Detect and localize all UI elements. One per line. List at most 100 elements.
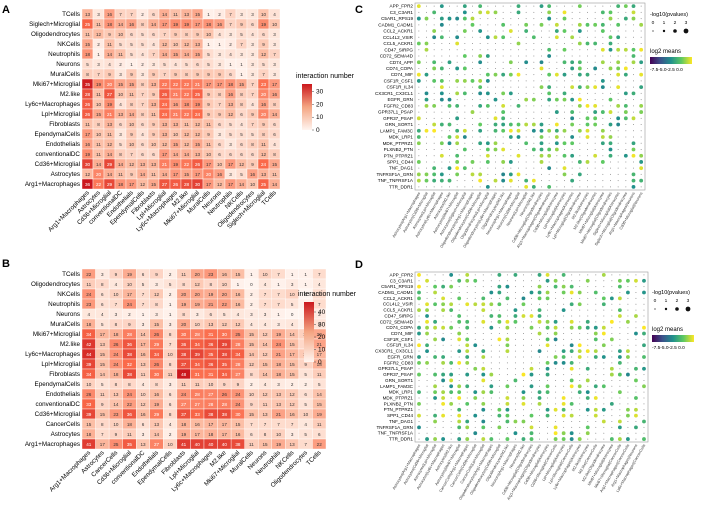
dotplot-c-dot bbox=[485, 54, 490, 58]
heatmap-b-cell-value: 20 bbox=[181, 322, 187, 327]
dotplot-c-dot bbox=[625, 61, 627, 63]
dotplot-c-dot bbox=[439, 91, 444, 96]
dotplot-c-dot bbox=[594, 30, 596, 32]
heatmap-b-cell-value: 12 bbox=[222, 322, 228, 327]
dotplot-c-dot bbox=[556, 92, 558, 94]
dotplot-c-dot bbox=[640, 43, 642, 45]
dotplot-d-dot bbox=[627, 315, 629, 317]
dotplot-d-size-legend-tick: 3 bbox=[687, 298, 690, 304]
dotplot-c-dot bbox=[416, 41, 421, 46]
dotplot-c-dot bbox=[541, 55, 542, 57]
dotplot-d-dot bbox=[514, 368, 516, 370]
dotplot-d-dot bbox=[426, 368, 428, 370]
dotplot-c-dot bbox=[633, 74, 634, 76]
heatmap-b-cell-value: 15 bbox=[249, 332, 255, 337]
dotplot-c-dot bbox=[464, 61, 466, 63]
dotplot-d-dot bbox=[595, 426, 597, 428]
heatmap-b-legend-tick-label: 10 bbox=[318, 347, 326, 354]
dotplot-d-dot bbox=[577, 355, 582, 359]
dotplot-d-row-label: CD74_MIF bbox=[391, 331, 413, 336]
dotplot-c-dot bbox=[608, 66, 613, 71]
dotplot-c-dot bbox=[524, 178, 529, 183]
dotplot-d-dot bbox=[521, 314, 526, 318]
dotplot-d-dot bbox=[571, 274, 573, 276]
dotplot-d-dot bbox=[450, 368, 452, 370]
dotplot-d-dot bbox=[497, 273, 502, 277]
heatmap-b-cell-value: 24 bbox=[235, 402, 241, 407]
dotplot-c-dot bbox=[541, 105, 542, 107]
dotplot-d-dot bbox=[635, 391, 637, 393]
dotplot-c-dot bbox=[518, 36, 519, 38]
heatmap-b-cell-value: 24 bbox=[127, 302, 133, 307]
dotplot-c-dot bbox=[495, 80, 496, 82]
heatmap-b-cell-value: 10 bbox=[290, 292, 296, 297]
dotplot-c-size-legend-title: -log10(pvalues) bbox=[650, 12, 688, 18]
dotplot-c-dot bbox=[495, 136, 496, 138]
dotplot-d-row-label: CCL4L2_VSIR bbox=[383, 302, 414, 307]
dotplot-c-dot bbox=[571, 18, 573, 20]
dotplot-c-dot bbox=[456, 49, 458, 51]
heatmap-a-cell-value: 16 bbox=[107, 12, 113, 17]
heatmap-a-cell-value: 15 bbox=[118, 82, 124, 87]
heatmap-b-cell-value: 15 bbox=[249, 342, 255, 347]
heatmap-b-cell-value: 48 bbox=[181, 372, 187, 377]
dotplot-c-dot bbox=[556, 167, 558, 169]
dotplot-c-dot bbox=[479, 186, 481, 188]
dotplot-c-dot bbox=[562, 91, 567, 96]
heatmap-a-cell-value: 6 bbox=[152, 32, 155, 37]
dotplot-d-dot bbox=[450, 438, 452, 440]
dotplot-d-dot bbox=[490, 368, 492, 370]
heatmap-a-cell-value: 18 bbox=[118, 182, 124, 187]
dotplot-c-dot bbox=[464, 43, 466, 45]
heatmap-a-cell-value: 15 bbox=[151, 182, 157, 187]
dotplot-d-dot bbox=[635, 438, 637, 440]
heatmap-b-cell-value: 14 bbox=[262, 372, 268, 377]
dotplot-d-dot bbox=[563, 420, 565, 422]
dotplot-c-dot bbox=[485, 160, 490, 164]
dotplot-c-dot bbox=[625, 173, 627, 175]
dotplot-c-dot bbox=[577, 128, 582, 133]
dotplot-c-dot bbox=[487, 167, 489, 169]
dotplot-c-dot bbox=[418, 36, 420, 38]
dotplot-c-dot bbox=[577, 72, 582, 77]
dotplot-c-dot bbox=[441, 136, 443, 138]
dotplot-d-dot bbox=[585, 278, 590, 283]
heatmap-a-cell-value: 17 bbox=[162, 22, 168, 27]
heatmap-a-cell-value: 29 bbox=[107, 162, 113, 167]
dotplot-c-dot bbox=[625, 36, 627, 38]
dotplot-c-dot bbox=[525, 173, 527, 175]
dotplot-d-dot bbox=[490, 280, 492, 282]
heatmap-a-row-label: Arg1+Macrophages bbox=[25, 181, 80, 188]
dotplot-c-dot bbox=[502, 55, 504, 57]
dotplot-d-dot bbox=[585, 349, 590, 354]
dotplot-c-dot bbox=[462, 166, 467, 171]
dotplot-d-dot bbox=[482, 344, 484, 346]
heatmap-b-cell-value: 3 bbox=[169, 382, 172, 387]
dotplot-c-dot bbox=[464, 161, 466, 163]
dotplot-d-dot bbox=[465, 372, 470, 377]
dotplot-c-dot bbox=[579, 117, 581, 119]
dotplot-d-dot bbox=[547, 356, 549, 358]
dotplot-c-row-label: MDK_PTPRZ1 bbox=[383, 141, 414, 146]
dotplot-c-dot bbox=[487, 111, 489, 113]
dotplot-d-dot bbox=[643, 379, 645, 381]
dotplot-d-dot bbox=[474, 286, 476, 288]
dotplot-d-dot bbox=[441, 413, 446, 418]
dotplot-d-dot bbox=[505, 343, 510, 348]
dotplot-d-dot bbox=[561, 407, 566, 412]
dotplot-c-dot bbox=[570, 66, 575, 71]
heatmap-a-cell-value: 14 bbox=[184, 152, 190, 157]
dotplot-c-dot bbox=[548, 67, 550, 69]
dotplot-d-dot bbox=[642, 343, 646, 348]
dotplot-c-dot bbox=[525, 11, 527, 13]
dotplot-c-dot bbox=[533, 55, 535, 57]
heatmap-a-cell-value: 5 bbox=[251, 132, 254, 137]
dotplot-d-dot bbox=[465, 319, 470, 324]
heatmap-b-cell-value: 13 bbox=[208, 322, 214, 327]
dotplot-d-dot bbox=[490, 297, 492, 299]
heatmap-a-cell-value: 14 bbox=[129, 112, 135, 117]
heatmap-a-cell-value: 16 bbox=[129, 22, 135, 27]
dotplot-d-dot bbox=[434, 297, 436, 299]
dotplot-d-dot bbox=[473, 396, 478, 400]
dotplot-d-dot bbox=[587, 415, 589, 417]
